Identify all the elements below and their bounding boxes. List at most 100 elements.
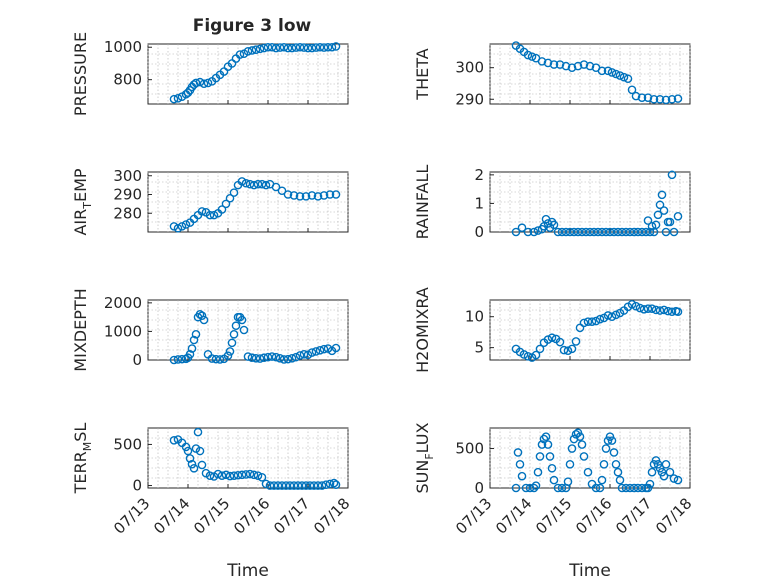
- data-point: [621, 483, 631, 493]
- data-point: [621, 227, 631, 237]
- data-point: [257, 473, 267, 482]
- subplot-pressure: 800 1000 PRESSURE: [71, 32, 349, 116]
- data-point: [235, 50, 245, 59]
- data-point: [237, 470, 247, 480]
- data-point: [531, 481, 541, 490]
- data-series: [511, 300, 683, 362]
- data-point: [329, 478, 339, 488]
- data-point: [197, 207, 207, 216]
- data-point: [635, 303, 645, 313]
- data-point: [517, 223, 527, 233]
- data-point: [571, 337, 581, 346]
- data-point: [309, 481, 319, 490]
- data-series: [511, 428, 683, 493]
- data-point: [283, 354, 293, 364]
- data-point: [203, 78, 213, 88]
- data-point: [577, 227, 587, 237]
- data-point: [619, 72, 629, 82]
- data-point: [295, 42, 305, 52]
- data-point: [627, 85, 637, 95]
- data-point: [303, 43, 313, 53]
- y-tick-label: 2: [474, 166, 484, 184]
- data-point: [215, 355, 225, 364]
- data-point: [275, 43, 285, 52]
- x-tick-label: 07/13: [110, 494, 153, 537]
- data-point: [661, 95, 671, 105]
- data-point: [543, 335, 553, 344]
- data-point: [617, 483, 627, 493]
- data-point: [199, 315, 209, 325]
- data-point: [289, 481, 299, 490]
- data-point: [255, 354, 265, 363]
- data-point: [261, 180, 271, 190]
- data-point: [189, 335, 199, 345]
- data-point: [287, 353, 297, 363]
- data-point: [217, 471, 227, 480]
- data-point: [283, 190, 293, 199]
- data-point: [581, 227, 591, 237]
- x-tick-label: 07/18: [652, 494, 695, 537]
- data-point: [193, 427, 203, 437]
- data-point: [629, 227, 639, 237]
- data-point: [549, 475, 559, 485]
- data-point: [555, 60, 565, 69]
- data-point: [595, 483, 605, 493]
- data-point: [665, 467, 675, 477]
- data-point: [559, 345, 569, 355]
- data-point: [191, 329, 201, 339]
- data-series: [511, 170, 683, 237]
- y-tick-label: 290: [455, 90, 484, 108]
- data-point: [257, 179, 267, 189]
- data-point: [543, 58, 553, 68]
- data-point: [603, 311, 613, 320]
- data-point: [213, 469, 223, 479]
- data-point: [233, 470, 243, 480]
- data-point: [647, 467, 657, 477]
- data-point: [637, 93, 647, 102]
- data-point: [279, 355, 289, 364]
- data-point: [531, 350, 541, 360]
- data-point: [293, 481, 303, 490]
- data-point: [563, 346, 573, 356]
- data-point: [253, 471, 263, 480]
- data-point: [169, 436, 179, 445]
- data-point: [579, 452, 589, 461]
- y-axis-label: RAINFALL: [413, 165, 432, 240]
- x-tick-label: 07/18: [310, 494, 353, 537]
- data-point: [169, 355, 179, 365]
- data-point: [169, 222, 179, 231]
- data-point: [611, 69, 621, 79]
- data-point: [585, 227, 595, 237]
- data-point: [325, 190, 335, 199]
- data-point: [653, 210, 663, 220]
- data-point: [625, 483, 635, 493]
- y-tick-label: 500: [455, 440, 484, 458]
- data-point: [567, 344, 577, 354]
- data-point: [191, 78, 201, 88]
- data-point: [327, 42, 337, 52]
- grid-lines: [147, 44, 349, 104]
- y-tick-label: 0: [132, 477, 142, 495]
- data-point: [519, 350, 529, 359]
- data-point: [673, 94, 683, 103]
- data-point: [659, 206, 669, 215]
- data-point: [639, 304, 649, 314]
- x-axis-label: Time: [568, 561, 611, 581]
- data-point: [645, 479, 655, 489]
- x-tick-label: 07/16: [230, 494, 273, 537]
- data-point: [259, 43, 269, 53]
- y-tick-label: 300: [455, 59, 484, 77]
- data-point: [641, 227, 651, 237]
- data-point: [557, 483, 567, 493]
- data-point: [241, 178, 251, 188]
- data-point: [177, 354, 187, 364]
- y-tick-label: 1000: [104, 322, 142, 340]
- y-tick-label: 0: [474, 223, 484, 241]
- data-point: [643, 216, 653, 225]
- data-point: [247, 46, 257, 55]
- data-point: [271, 43, 281, 53]
- data-point: [307, 348, 317, 357]
- data-point: [603, 66, 613, 76]
